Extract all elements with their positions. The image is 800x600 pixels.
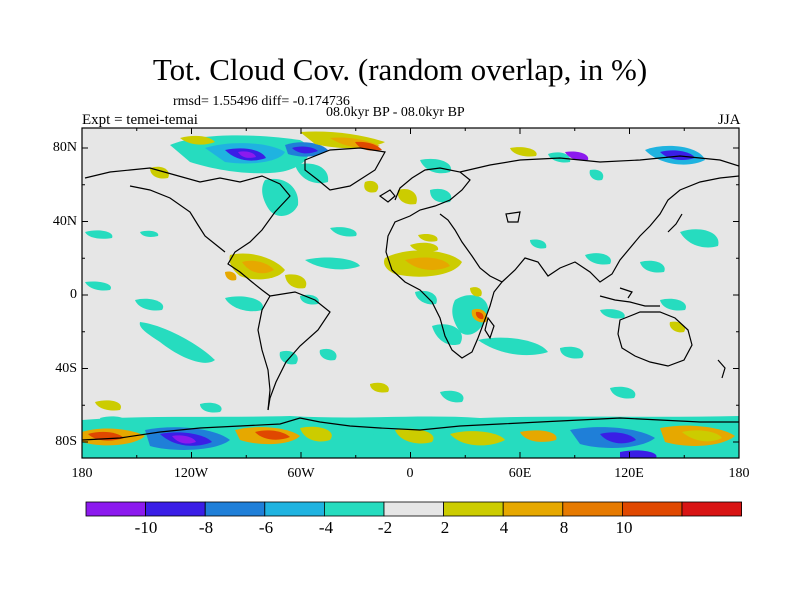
colorbar-label-m2: -2 xyxy=(377,518,393,537)
axis-ticks xyxy=(81,128,740,458)
season-label: JJA xyxy=(718,112,741,128)
colorbar-label-8: 8 xyxy=(559,518,569,537)
colorbar-swatch xyxy=(85,501,146,517)
colorbar xyxy=(85,501,742,517)
colorbar-label-10: 10 xyxy=(615,518,633,537)
colorbar-label-m10: -10 xyxy=(134,518,158,537)
colorbar-swatch xyxy=(204,501,266,517)
lat-label-40n: 40N xyxy=(52,214,77,229)
map-title: Tot. Cloud Cov. (random overlap, in %) xyxy=(152,52,648,87)
experiment-label: Expt = temei-temai xyxy=(82,112,198,128)
colorbar-swatch xyxy=(383,501,444,517)
anomaly-field xyxy=(82,131,739,458)
lon-label-180w: 180 xyxy=(71,466,93,481)
lon-label-60w: 60W xyxy=(287,466,315,481)
lat-label-80n: 80N xyxy=(52,140,77,155)
lon-label-120w: 120W xyxy=(173,466,209,481)
lon-label-60e: 60E xyxy=(508,466,532,481)
colorbar-swatch xyxy=(323,501,385,517)
lat-label-40s: 40S xyxy=(55,361,77,376)
colorbar-swatch xyxy=(502,501,564,517)
rmsd-diff-stats: rmsd= 1.55496 diff= -0.174736 xyxy=(173,94,350,109)
lon-label-120e: 120E xyxy=(614,466,644,481)
time-period: 08.0kyr BP - 08.0kyr BP xyxy=(326,105,465,120)
lon-label-180e: 180 xyxy=(728,466,750,481)
lon-label-0: 0 xyxy=(406,466,414,481)
plot-area xyxy=(82,128,739,458)
colorbar-swatch xyxy=(145,501,206,517)
colorbar-swatch xyxy=(562,501,623,517)
colorbar-label-2: 2 xyxy=(440,518,450,537)
colorbar-swatch xyxy=(443,501,504,517)
coastlines xyxy=(82,147,739,441)
colorbar-swatch xyxy=(622,501,683,517)
lat-label-80s: 80S xyxy=(55,434,77,449)
colorbar-label-4: 4 xyxy=(499,518,509,537)
colorbar-label-m8: -8 xyxy=(198,518,214,537)
colorbar-label-m6: -6 xyxy=(258,518,274,537)
colorbar-swatch xyxy=(264,501,325,517)
colorbar-swatch xyxy=(681,501,742,517)
colorbar-label-m4: -4 xyxy=(318,518,334,537)
lat-label-0: 0 xyxy=(70,287,77,302)
